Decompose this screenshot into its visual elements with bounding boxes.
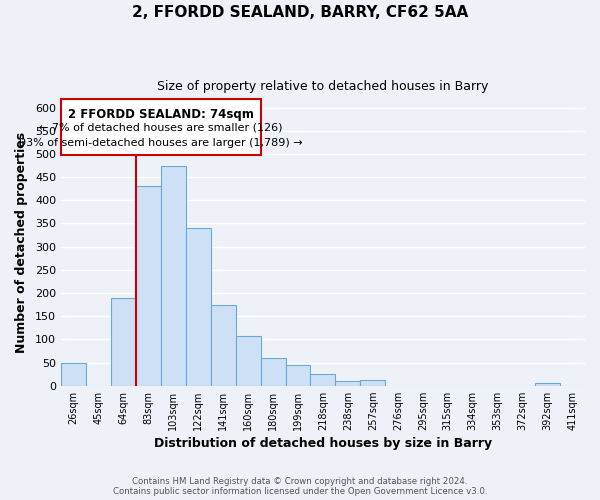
Text: ← 7% of detached houses are smaller (126): ← 7% of detached houses are smaller (126… xyxy=(39,122,283,132)
Bar xyxy=(61,100,260,156)
Title: Size of property relative to detached houses in Barry: Size of property relative to detached ho… xyxy=(157,80,488,93)
X-axis label: Distribution of detached houses by size in Barry: Distribution of detached houses by size … xyxy=(154,437,492,450)
Bar xyxy=(136,186,161,386)
Bar xyxy=(260,358,286,386)
Bar xyxy=(111,298,136,386)
Bar xyxy=(61,362,86,386)
Text: Contains HM Land Registry data © Crown copyright and database right 2024.: Contains HM Land Registry data © Crown c… xyxy=(132,476,468,486)
Text: Contains public sector information licensed under the Open Government Licence v3: Contains public sector information licen… xyxy=(113,486,487,496)
Text: 93% of semi-detached houses are larger (1,789) →: 93% of semi-detached houses are larger (… xyxy=(19,138,302,148)
Text: 2 FFORDD SEALAND: 74sqm: 2 FFORDD SEALAND: 74sqm xyxy=(68,108,254,121)
Bar xyxy=(310,374,335,386)
Bar xyxy=(161,166,186,386)
Bar xyxy=(186,228,211,386)
Bar xyxy=(211,304,236,386)
Bar xyxy=(236,336,260,386)
Bar xyxy=(335,381,361,386)
Bar xyxy=(286,366,310,386)
Y-axis label: Number of detached properties: Number of detached properties xyxy=(15,132,28,352)
Bar xyxy=(535,383,560,386)
Bar xyxy=(361,380,385,386)
Text: 2, FFORDD SEALAND, BARRY, CF62 5AA: 2, FFORDD SEALAND, BARRY, CF62 5AA xyxy=(132,5,468,20)
